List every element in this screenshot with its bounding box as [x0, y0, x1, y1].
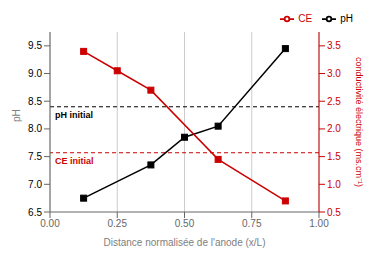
svg-text:CE initial: CE initial	[55, 156, 94, 166]
svg-text:7.0: 7.0	[28, 179, 42, 190]
svg-text:8.0: 8.0	[28, 123, 42, 134]
svg-text:3.5: 3.5	[327, 40, 341, 51]
svg-text:0.00: 0.00	[40, 218, 60, 229]
svg-text:pH initial: pH initial	[55, 110, 93, 120]
svg-text:pH: pH	[11, 109, 22, 122]
svg-text:0.5: 0.5	[327, 207, 341, 218]
svg-text:1.00: 1.00	[309, 218, 329, 229]
svg-text:2.5: 2.5	[327, 96, 341, 107]
svg-text:7.5: 7.5	[28, 151, 42, 162]
html-text:CE: CE	[298, 12, 313, 24]
svg-text:2.0: 2.0	[327, 123, 341, 134]
svg-text:0.50: 0.50	[175, 218, 195, 229]
svg-text:1.5: 1.5	[327, 151, 341, 162]
html-text:pH: pH	[340, 12, 353, 24]
svg-text:conductivité électrique (ms.cm: conductivité électrique (ms.cm⁻¹)	[354, 57, 364, 187]
svg-text:8.5: 8.5	[28, 96, 42, 107]
svg-text:6.5: 6.5	[28, 207, 42, 218]
svg-text:0.25: 0.25	[108, 218, 128, 229]
svg-text:9.0: 9.0	[28, 68, 42, 79]
svg-text:Distance normalisée de l'anode: Distance normalisée de l'anode (x/L)	[104, 237, 266, 248]
svg-text:1.0: 1.0	[327, 179, 341, 190]
svg-text:3.0: 3.0	[327, 68, 341, 79]
svg-text:0.75: 0.75	[242, 218, 262, 229]
svg-text:9.5: 9.5	[28, 40, 42, 51]
